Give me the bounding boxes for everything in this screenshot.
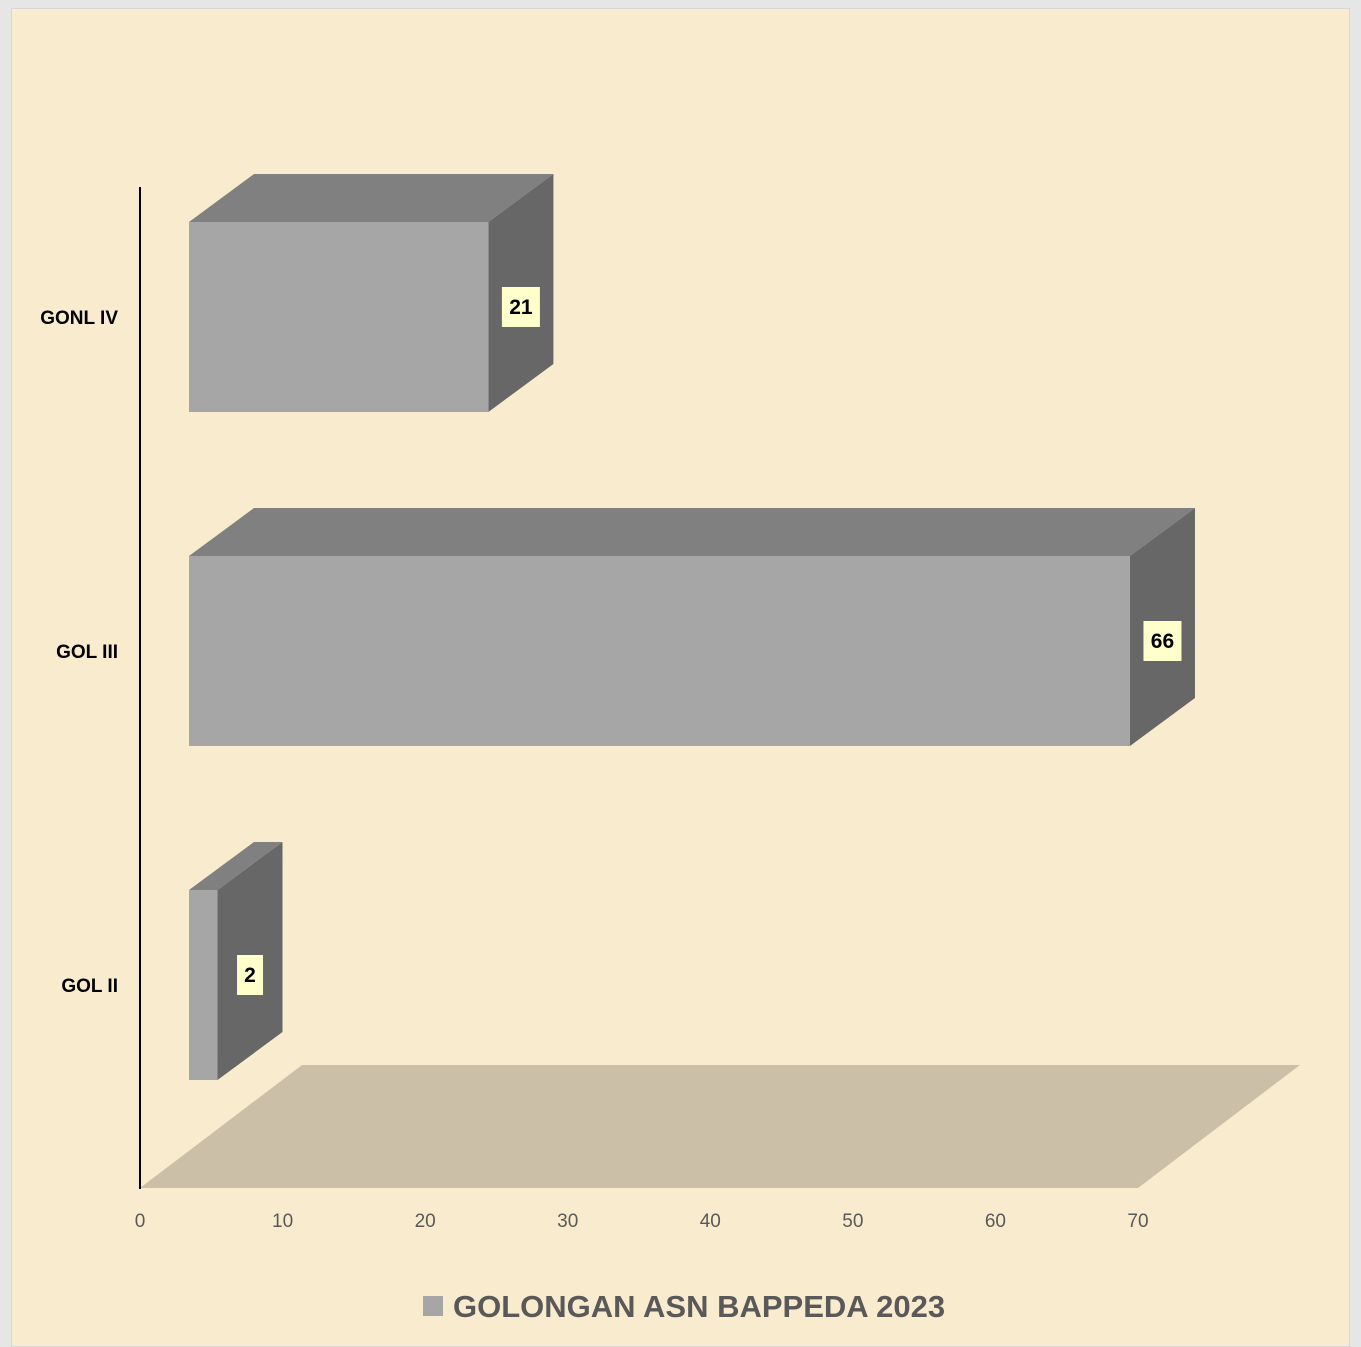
legend: GOLONGAN ASN BAPPEDA 2023 <box>423 1289 945 1324</box>
bar <box>189 508 1195 746</box>
bar-front-face <box>189 556 1130 746</box>
category-label: GOL III <box>56 642 118 663</box>
bar-top-face <box>189 842 283 890</box>
bar-top-face <box>189 174 554 222</box>
bar-top-face <box>189 508 1195 556</box>
data-label: 21 <box>509 296 533 319</box>
bar <box>189 842 283 1080</box>
data-label-box <box>501 287 540 327</box>
bar-front-face <box>189 890 218 1080</box>
data-label: 66 <box>1151 630 1174 653</box>
bars-group <box>189 174 1195 1080</box>
data-label: 2 <box>244 964 256 987</box>
data-label-box <box>1143 621 1182 661</box>
bar-front-face <box>189 222 489 412</box>
x-axis-tick-labels: 0 10 20 30 40 50 60 70 <box>135 1211 1149 1232</box>
data-labels: 2 66 21 <box>237 287 1182 995</box>
bar <box>189 174 554 412</box>
data-label-box <box>237 955 264 995</box>
legend-label: GOLONGAN ASN BAPPEDA 2023 <box>453 1289 945 1324</box>
x-tick-label: 0 <box>135 1211 146 1232</box>
x-tick-label: 30 <box>557 1211 578 1232</box>
category-labels: GOL II GOL III GONL IV <box>40 308 118 997</box>
x-tick-label: 60 <box>985 1211 1006 1232</box>
legend-swatch <box>423 1296 443 1316</box>
x-tick-label: 20 <box>415 1211 436 1232</box>
x-tick-label: 10 <box>272 1211 293 1232</box>
category-label: GONL IV <box>40 308 118 329</box>
x-tick-label: 50 <box>842 1211 863 1232</box>
chart-floor <box>140 1065 1300 1188</box>
bar-chart: GOL II GOL III GONL IV 0 10 20 30 40 50 60 70 2 66… <box>40 174 1300 1324</box>
x-tick-label: 70 <box>1127 1211 1148 1232</box>
chart-area: GOL II GOL III GONL IV 0 10 20 30 40 50 60 70 2 66… <box>11 8 1350 1347</box>
category-label: GOL II <box>61 976 118 997</box>
x-tick-label: 40 <box>700 1211 721 1232</box>
